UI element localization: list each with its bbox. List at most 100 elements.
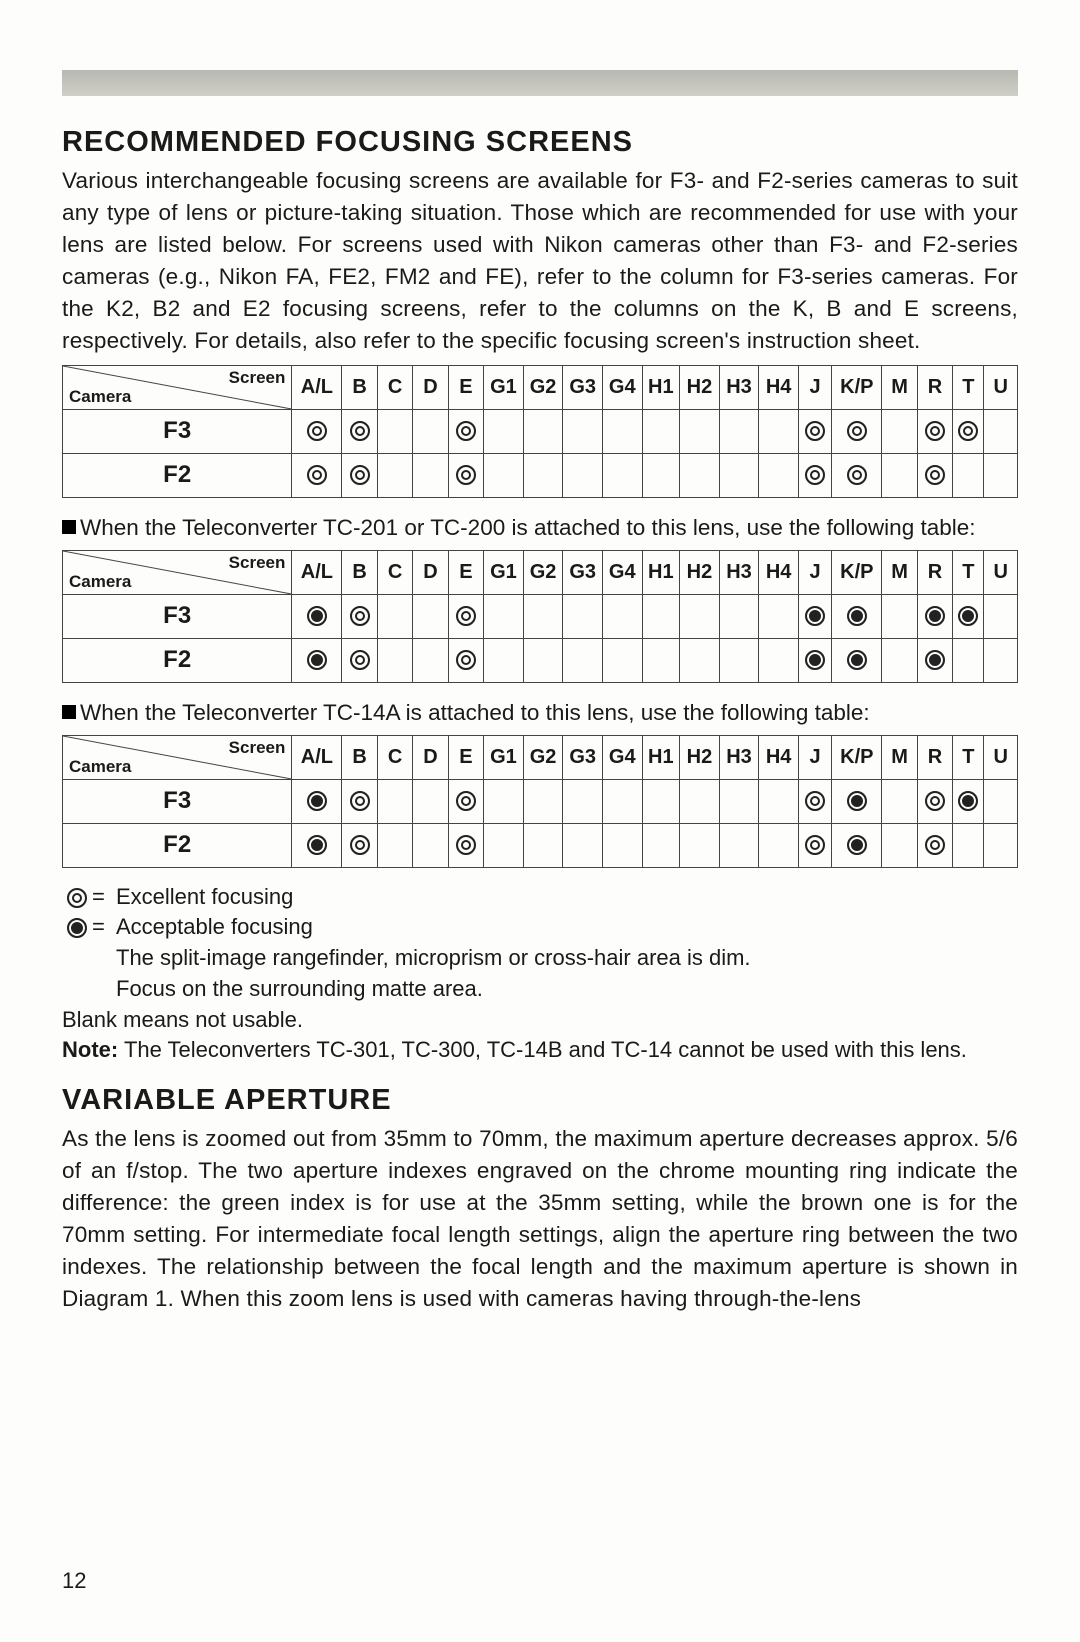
screen-header: U <box>984 735 1018 779</box>
corner-camera-label: Camera <box>69 387 131 407</box>
screen-cell <box>917 594 952 638</box>
screen-cell <box>759 409 799 453</box>
focusing-screen-table: CameraScreenA/LBCDEG1G2G3G4H1H2H3H4JK/PM… <box>62 550 1018 683</box>
legend-acceptable-extra1: The split-image rangefinder, microprism … <box>116 943 1018 974</box>
screen-cell <box>984 823 1018 867</box>
screen-header: H4 <box>759 735 799 779</box>
screen-header: G1 <box>484 735 524 779</box>
excellent-icon <box>307 465 327 485</box>
excellent-icon <box>925 835 945 855</box>
screen-cell <box>642 409 680 453</box>
screen-cell <box>680 409 720 453</box>
screen-cell <box>563 779 603 823</box>
acceptable-icon <box>307 650 327 670</box>
corner-camera-label: Camera <box>69 572 131 592</box>
screen-header: M <box>882 550 917 594</box>
corner-camera-label: Camera <box>69 757 131 777</box>
screen-cell <box>984 594 1018 638</box>
screen-header: E <box>448 365 483 409</box>
screen-cell <box>984 409 1018 453</box>
screen-header: U <box>984 365 1018 409</box>
acceptable-icon <box>847 791 867 811</box>
tables-container: CameraScreenA/LBCDEG1G2G3G4H1H2H3H4JK/PM… <box>62 365 1018 868</box>
screen-header: T <box>953 365 984 409</box>
screen-cell <box>642 779 680 823</box>
excellent-icon <box>805 421 825 441</box>
screen-header: H2 <box>680 365 720 409</box>
screen-cell <box>719 453 759 497</box>
screen-header: G3 <box>563 735 603 779</box>
screen-header: T <box>953 735 984 779</box>
screen-cell <box>917 823 952 867</box>
screen-cell <box>917 453 952 497</box>
screen-header: H4 <box>759 365 799 409</box>
screen-cell <box>953 779 984 823</box>
screen-cell <box>984 453 1018 497</box>
acceptable-icon <box>805 650 825 670</box>
screen-cell <box>602 638 642 682</box>
screen-cell <box>448 779 483 823</box>
screen-cell <box>413 453 448 497</box>
screen-cell <box>602 453 642 497</box>
screen-cell <box>642 638 680 682</box>
legend-acceptable: Acceptable focusing <box>116 912 1018 943</box>
screen-cell <box>953 409 984 453</box>
acceptable-icon <box>307 791 327 811</box>
section2-title: VARIABLE APERTURE <box>62 1084 1018 1117</box>
screen-cell <box>448 638 483 682</box>
screen-header: E <box>448 550 483 594</box>
screen-cell <box>882 594 917 638</box>
screen-header: G2 <box>523 365 563 409</box>
section1-title: RECOMMENDED FOCUSING SCREENS <box>62 126 1018 159</box>
excellent-icon <box>925 421 945 441</box>
screen-cell <box>448 823 483 867</box>
camera-row-label: F3 <box>63 594 292 638</box>
screen-cell <box>413 779 448 823</box>
section1-intro: Various interchangeable focusing screens… <box>62 165 1018 357</box>
excellent-icon <box>925 465 945 485</box>
square-bullet-icon <box>62 705 76 719</box>
excellent-icon <box>847 465 867 485</box>
screen-header: H3 <box>719 365 759 409</box>
acceptable-icon <box>847 606 867 626</box>
screen-header: G1 <box>484 550 524 594</box>
screen-header: G4 <box>602 365 642 409</box>
screen-cell <box>448 594 483 638</box>
excellent-icon <box>925 791 945 811</box>
screen-header: D <box>413 550 448 594</box>
square-bullet-icon <box>62 520 76 534</box>
screen-header: H3 <box>719 550 759 594</box>
screen-header: D <box>413 735 448 779</box>
screen-header: G2 <box>523 735 563 779</box>
screen-header: A/L <box>292 735 342 779</box>
excellent-icon <box>350 606 370 626</box>
acceptable-icon <box>847 650 867 670</box>
screen-header: B <box>342 550 377 594</box>
screen-header: G1 <box>484 365 524 409</box>
screen-cell <box>484 779 524 823</box>
legend: = Excellent focusing = Acceptable focusi… <box>62 882 1018 1067</box>
screen-cell <box>413 409 448 453</box>
acceptable-icon <box>958 606 978 626</box>
screen-header: G3 <box>563 365 603 409</box>
page: RECOMMENDED FOCUSING SCREENS Various int… <box>0 0 1080 1642</box>
excellent-icon <box>67 888 87 908</box>
screen-cell <box>642 453 680 497</box>
legend-blank: Blank means not usable. <box>62 1005 1018 1036</box>
screen-header: R <box>917 365 952 409</box>
excellent-icon <box>958 421 978 441</box>
screen-cell <box>917 409 952 453</box>
legend-note: Note: The Teleconverters TC-301, TC-300,… <box>62 1035 1018 1066</box>
legend-excellent: Excellent focusing <box>116 882 1018 913</box>
screen-cell <box>917 779 952 823</box>
excellent-icon <box>847 421 867 441</box>
screen-cell <box>484 823 524 867</box>
table-corner-cell: CameraScreen <box>63 550 292 594</box>
screen-cell <box>602 594 642 638</box>
acceptable-icon <box>925 650 945 670</box>
screen-cell <box>523 638 563 682</box>
screen-cell <box>680 779 720 823</box>
screen-header: G4 <box>602 735 642 779</box>
screen-header: G3 <box>563 550 603 594</box>
screen-cell <box>377 638 412 682</box>
